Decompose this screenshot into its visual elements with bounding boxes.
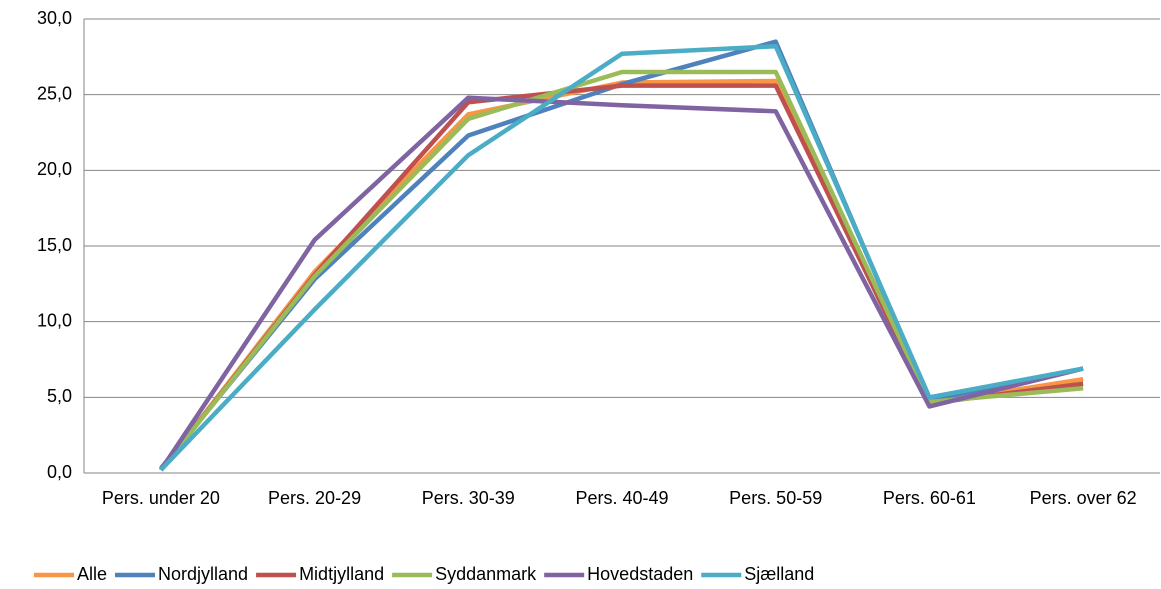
legend-label: Sjælland [744, 564, 814, 584]
series-line [159, 43, 1084, 472]
y-tick-label: 30,0 [37, 8, 72, 28]
x-tick-label: Pers. 20-29 [268, 488, 361, 508]
series-line [158, 95, 1084, 472]
y-tick-label: 5,0 [47, 386, 72, 406]
y-tick-label: 0,0 [47, 462, 72, 482]
x-tick-label: Pers. 50-59 [729, 488, 822, 508]
x-tick-label: Pers. under 20 [102, 488, 220, 508]
legend-label: Nordjylland [158, 564, 248, 584]
legend-label: Hovedstaden [587, 564, 693, 584]
x-tick-label: Pers. 60-61 [883, 488, 976, 508]
x-tick-label: Pers. 30-39 [422, 488, 515, 508]
y-tick-label: 20,0 [37, 159, 72, 179]
y-tick-label: 10,0 [37, 310, 72, 330]
y-tick-label: 25,0 [37, 83, 72, 103]
y-tick-label: 15,0 [37, 235, 72, 255]
series-line [159, 69, 1084, 472]
series-line [159, 83, 1084, 472]
x-tick-label: Pers. over 62 [1030, 488, 1137, 508]
legend-label: Syddanmark [435, 564, 537, 584]
series-line [159, 78, 1084, 472]
legend-label: Alle [77, 564, 107, 584]
legend-label: Midtjylland [299, 564, 384, 584]
x-tick-label: Pers. 40-49 [575, 488, 668, 508]
